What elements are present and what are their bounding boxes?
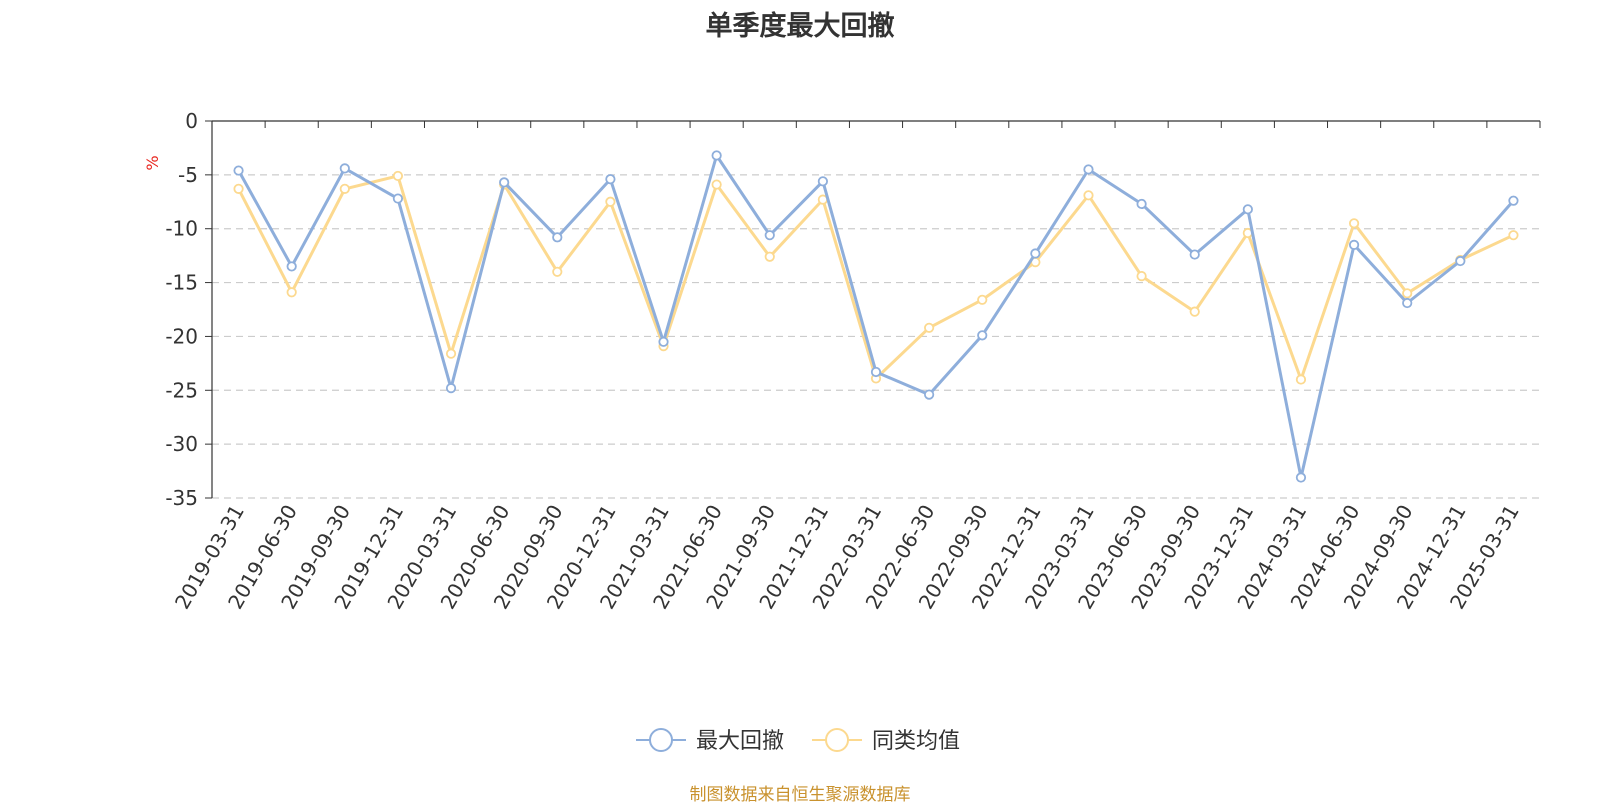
data-point <box>605 196 616 207</box>
data-point <box>658 336 669 347</box>
series-layer <box>233 150 1519 483</box>
data-point <box>1348 218 1360 229</box>
data-point <box>924 322 935 333</box>
data-point <box>1402 297 1413 309</box>
data-point <box>764 230 775 241</box>
axes: 0-5-10-15-20-25-30-35%2019-03-312019-06-… <box>143 109 1541 613</box>
data-point <box>1083 164 1094 175</box>
y-axis-unit: % <box>143 155 162 170</box>
y-tick-label: -35 <box>165 486 198 510</box>
data-point <box>445 383 457 394</box>
data-point <box>392 170 404 182</box>
data-point <box>445 348 457 359</box>
data-point <box>233 183 244 194</box>
grid-lines <box>212 174 1540 499</box>
data-source-note: 制图数据来自恒生聚源数据库 <box>689 785 911 805</box>
data-point <box>1189 249 1200 260</box>
y-tick-label: -25 <box>165 378 198 402</box>
series-line-2 <box>237 174 1515 381</box>
data-point <box>286 261 297 272</box>
data-point <box>605 174 616 185</box>
data-point <box>1136 271 1147 282</box>
data-point <box>1295 374 1307 385</box>
data-point <box>1030 248 1041 259</box>
data-point <box>1083 190 1094 201</box>
data-point <box>1136 198 1147 210</box>
data-point <box>233 165 244 176</box>
legend-marker <box>649 728 673 752</box>
y-tick-label: -30 <box>165 432 198 456</box>
legend-label: 最大回撤 <box>696 729 784 754</box>
data-point <box>1295 472 1307 483</box>
data-point <box>339 183 350 194</box>
y-tick-label: -15 <box>165 271 198 295</box>
y-tick-label: -20 <box>165 324 198 348</box>
data-point <box>339 163 350 174</box>
data-point <box>499 177 510 188</box>
data-point <box>1348 239 1360 250</box>
data-point <box>1189 306 1200 317</box>
data-point <box>1402 288 1413 299</box>
legend: 最大回撤 同类均值 <box>636 728 960 754</box>
data-point <box>552 232 563 243</box>
chart-title: 单季度最大回撤 <box>705 11 895 42</box>
data-point <box>392 193 404 204</box>
data-point <box>552 266 563 277</box>
data-point <box>977 330 988 341</box>
data-point <box>711 179 722 190</box>
legend-marker <box>825 728 850 752</box>
data-point <box>924 389 935 400</box>
data-point <box>1508 195 1519 206</box>
y-tick-label: -5 <box>178 163 198 187</box>
data-point <box>870 366 882 378</box>
data-point <box>764 251 775 262</box>
y-tick-label: 0 <box>185 109 198 133</box>
data-point <box>286 287 297 298</box>
data-point <box>1508 230 1519 241</box>
data-point <box>977 294 988 305</box>
data-point <box>1455 255 1466 267</box>
legend-label: 同类均值 <box>872 729 960 754</box>
data-point <box>817 176 828 187</box>
y-tick-label: -10 <box>165 217 198 241</box>
data-point <box>1242 204 1253 215</box>
data-point <box>711 150 722 161</box>
